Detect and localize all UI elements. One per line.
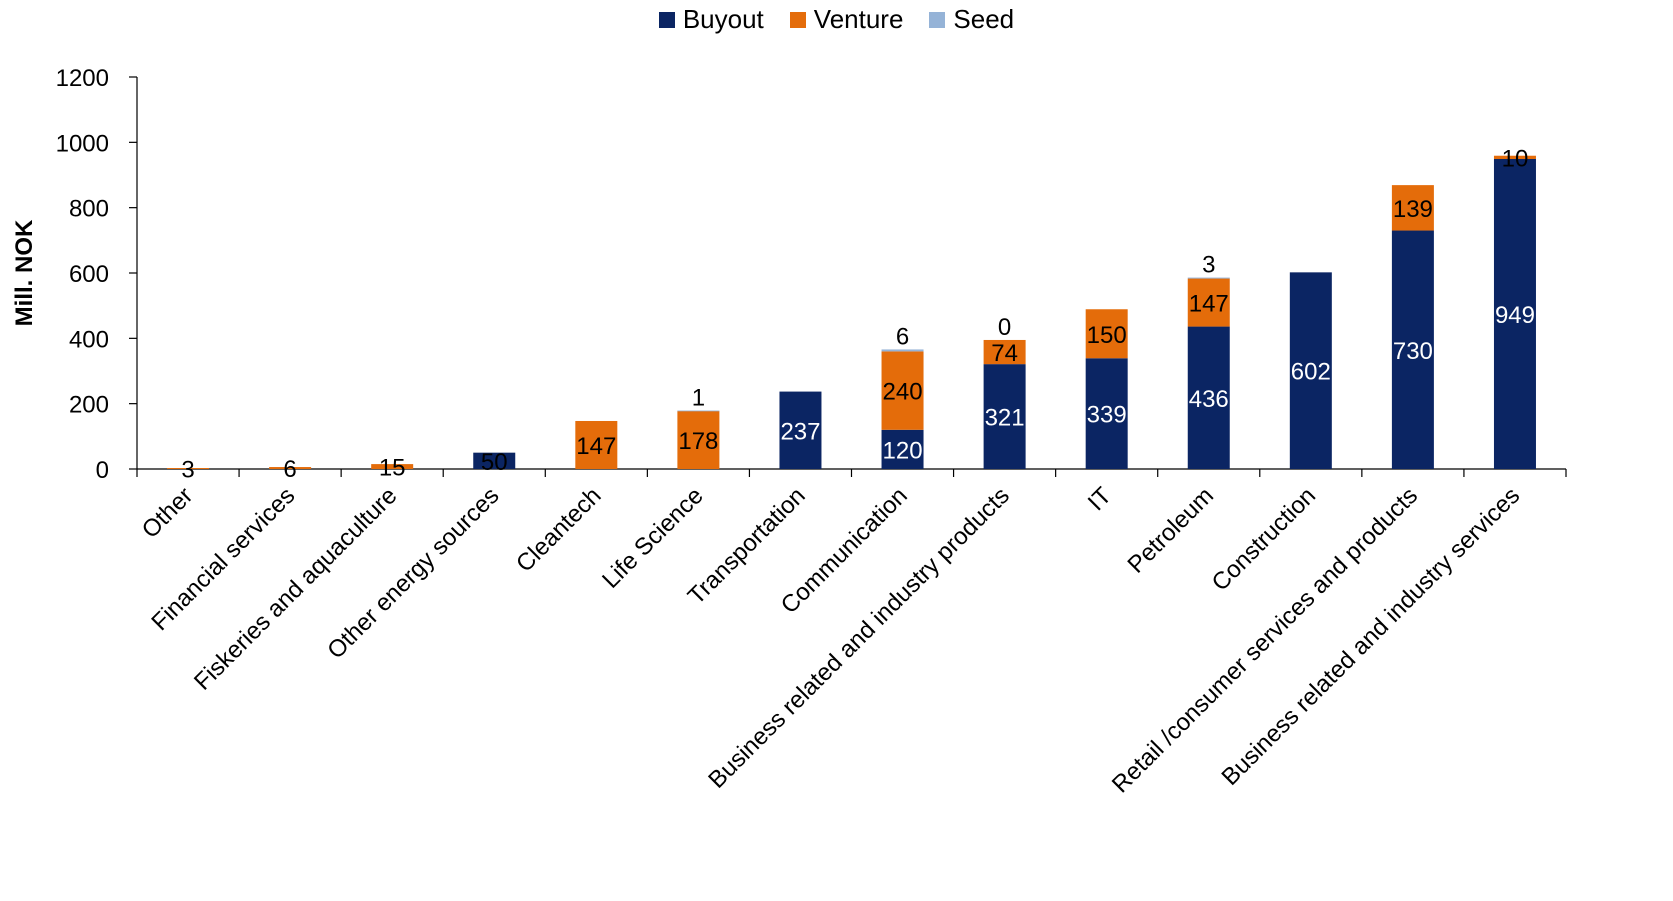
data-label: 120 bbox=[883, 437, 923, 464]
data-label: 339 bbox=[1087, 402, 1127, 429]
data-label: 6 bbox=[896, 323, 909, 350]
data-label: 730 bbox=[1393, 338, 1433, 365]
chart-legend: Buyout Venture Seed bbox=[0, 4, 1673, 35]
data-label: 15 bbox=[379, 455, 406, 482]
bar-venture bbox=[1085, 309, 1128, 359]
bar-venture bbox=[1493, 155, 1536, 159]
data-label: 949 bbox=[1495, 302, 1535, 329]
bar-buyout bbox=[779, 391, 822, 469]
bar-seed bbox=[1187, 277, 1230, 279]
data-label: 74 bbox=[991, 340, 1018, 367]
bar-buyout bbox=[1187, 326, 1230, 469]
data-label: 139 bbox=[1393, 196, 1433, 223]
data-label: 50 bbox=[481, 449, 508, 476]
legend-item-buyout: Buyout bbox=[658, 4, 764, 35]
bar-venture bbox=[269, 467, 312, 469]
x-category-label: Petroleum bbox=[1123, 482, 1219, 578]
legend-swatch-venture bbox=[789, 11, 806, 28]
x-category-label: IT bbox=[1083, 482, 1117, 516]
y-tick-label: 1000 bbox=[56, 130, 109, 157]
data-label: 321 bbox=[985, 405, 1025, 432]
data-label: 10 bbox=[1502, 145, 1529, 172]
x-category-label: Other bbox=[137, 482, 199, 544]
bar-venture bbox=[575, 420, 618, 469]
x-category-label: Construction bbox=[1207, 482, 1321, 596]
data-label: 240 bbox=[883, 379, 923, 406]
legend-swatch-seed bbox=[929, 11, 946, 28]
y-tick-label: 200 bbox=[69, 392, 109, 419]
y-tick-label: 1200 bbox=[56, 65, 109, 92]
data-label: 0 bbox=[998, 314, 1011, 341]
y-axis-title: Mill. NOK bbox=[11, 219, 38, 326]
x-category-label: Other energy sources bbox=[322, 482, 504, 664]
bar-venture bbox=[1187, 278, 1230, 327]
data-label: 1 bbox=[692, 385, 705, 412]
bar-venture bbox=[677, 410, 720, 469]
legend-swatch-buyout bbox=[658, 11, 675, 28]
bar-seed bbox=[881, 349, 924, 352]
bar-buyout bbox=[881, 429, 924, 469]
bar-venture bbox=[983, 339, 1026, 365]
y-tick-label: 400 bbox=[69, 326, 109, 353]
bar-venture bbox=[371, 464, 414, 469]
legend-label-seed: Seed bbox=[953, 4, 1015, 34]
x-category-label: Fiskeries and aquaculture bbox=[189, 482, 402, 695]
bar-venture bbox=[881, 351, 924, 430]
bar-seed bbox=[677, 410, 720, 412]
data-label: 178 bbox=[678, 428, 718, 455]
bar-buyout bbox=[1493, 158, 1536, 469]
data-label: 3 bbox=[1202, 252, 1215, 279]
bar-buyout bbox=[1085, 358, 1128, 469]
x-category-label: Life Science bbox=[597, 482, 709, 594]
legend-item-seed: Seed bbox=[929, 4, 1014, 35]
data-label: 147 bbox=[1189, 291, 1229, 318]
data-label: 3 bbox=[181, 457, 194, 484]
data-label: 150 bbox=[1087, 322, 1127, 349]
bar-venture bbox=[167, 468, 210, 469]
bar-buyout bbox=[1391, 230, 1434, 469]
data-label: 237 bbox=[780, 418, 820, 445]
data-label: 147 bbox=[576, 433, 616, 460]
data-label: 602 bbox=[1291, 359, 1331, 386]
data-label: 6 bbox=[283, 456, 296, 483]
bar-buyout bbox=[473, 452, 516, 469]
bar-buyout bbox=[983, 364, 1026, 469]
bar-buyout bbox=[1289, 272, 1332, 469]
legend-label-venture: Venture bbox=[813, 4, 904, 34]
legend-label-buyout: Buyout bbox=[682, 4, 764, 34]
legend-item-venture: Venture bbox=[789, 4, 904, 35]
y-tick-label: 800 bbox=[69, 196, 109, 223]
y-tick-label: 0 bbox=[96, 457, 109, 484]
data-label: 436 bbox=[1189, 386, 1229, 413]
y-tick-label: 600 bbox=[69, 261, 109, 288]
x-category-label: Cleantech bbox=[511, 482, 607, 578]
bar-venture bbox=[1391, 185, 1434, 231]
